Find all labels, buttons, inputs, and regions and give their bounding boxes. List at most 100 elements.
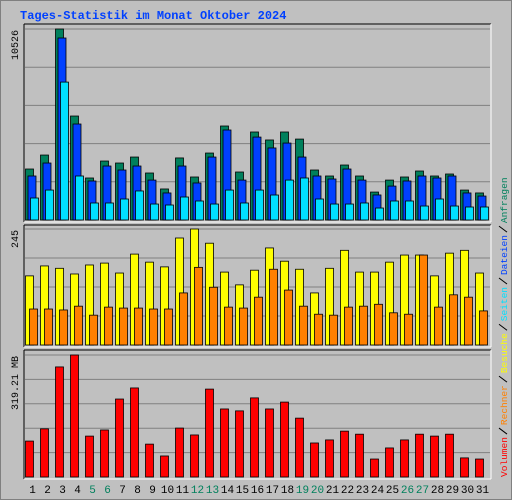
bar xyxy=(325,439,334,478)
bar xyxy=(130,387,139,478)
bar xyxy=(340,430,349,478)
x-tick-label: 4 xyxy=(74,485,81,497)
bar xyxy=(280,401,289,478)
x-tick-label: 31 xyxy=(476,485,490,497)
bar xyxy=(299,305,308,346)
x-tick-label: 23 xyxy=(356,485,369,497)
bar xyxy=(75,175,84,221)
bar xyxy=(375,207,384,221)
bar xyxy=(419,254,428,346)
x-tick-label: 25 xyxy=(386,485,399,497)
bar xyxy=(295,417,304,478)
bar xyxy=(475,458,484,478)
legend-label: Seiten xyxy=(499,287,510,321)
bar xyxy=(224,306,233,346)
bar xyxy=(210,203,219,221)
bar xyxy=(104,306,113,346)
bar xyxy=(445,433,454,478)
bar xyxy=(120,198,129,221)
legend-separator xyxy=(498,427,508,435)
legend-label: Anfragen xyxy=(499,177,510,223)
x-tick-label: 11 xyxy=(176,485,190,497)
bar xyxy=(269,268,278,346)
bar xyxy=(434,306,443,346)
legend-separator xyxy=(498,225,508,233)
bar xyxy=(415,433,424,478)
bar xyxy=(449,294,458,346)
x-tick-label: 27 xyxy=(416,485,429,497)
x-tick-label: 17 xyxy=(266,485,279,497)
bar xyxy=(25,440,34,478)
bar xyxy=(315,198,324,221)
bar xyxy=(85,435,94,478)
bar xyxy=(390,200,399,221)
y-tick-label: 319.21 MB xyxy=(11,356,22,410)
bar xyxy=(404,313,413,346)
bar xyxy=(360,202,369,221)
bar xyxy=(359,305,368,346)
y-tick-label: 10526 xyxy=(11,30,22,60)
legend-label: Rechner xyxy=(499,385,510,425)
legend-separator xyxy=(498,375,508,383)
legend-label: Dateien xyxy=(499,235,510,275)
bar xyxy=(389,312,398,346)
bar xyxy=(310,442,319,478)
bar xyxy=(479,310,488,346)
bar xyxy=(330,203,339,221)
bar xyxy=(195,200,204,221)
bar xyxy=(150,203,159,221)
bar xyxy=(134,307,143,346)
x-tick-label: 8 xyxy=(134,485,141,497)
bar xyxy=(250,397,259,478)
legend-separator xyxy=(498,323,508,331)
bar xyxy=(115,398,124,478)
x-tick-label: 5 xyxy=(89,485,96,497)
bar xyxy=(225,189,234,221)
x-tick-label: 9 xyxy=(149,485,156,497)
x-tick-label: 1 xyxy=(29,485,36,497)
bar xyxy=(329,314,338,346)
bar xyxy=(345,203,354,221)
bar xyxy=(165,204,174,221)
x-tick-label: 15 xyxy=(236,485,249,497)
x-tick-label: 20 xyxy=(311,485,324,497)
bar xyxy=(480,206,489,221)
x-tick-label: 21 xyxy=(326,485,340,497)
bar xyxy=(284,289,293,346)
bar xyxy=(74,305,83,346)
x-tick-label: 6 xyxy=(104,485,111,497)
bar xyxy=(464,296,473,346)
x-tick-label: 16 xyxy=(251,485,264,497)
legend-separator xyxy=(498,277,508,285)
bar xyxy=(180,196,189,221)
bar xyxy=(190,434,199,478)
bar xyxy=(40,428,49,478)
x-tick-label: 10 xyxy=(161,485,174,497)
bar xyxy=(175,427,184,478)
bar xyxy=(374,303,383,346)
bar xyxy=(450,205,459,221)
bar xyxy=(29,308,38,346)
x-tick-label: 29 xyxy=(446,485,459,497)
bar xyxy=(135,190,144,221)
y-tick-label: 245 xyxy=(11,230,22,248)
bar xyxy=(400,439,409,478)
bar xyxy=(59,309,68,346)
bar xyxy=(90,202,99,221)
x-tick-label: 7 xyxy=(119,485,126,497)
bar xyxy=(435,198,444,221)
bar xyxy=(44,308,53,346)
bar xyxy=(89,314,98,346)
bar xyxy=(405,200,414,221)
bar xyxy=(30,197,39,221)
bar xyxy=(385,447,394,478)
bar xyxy=(105,202,114,221)
x-tick-label: 24 xyxy=(371,485,385,497)
bar xyxy=(314,313,323,346)
bar xyxy=(164,308,173,346)
bar xyxy=(370,458,379,478)
bar xyxy=(460,457,469,478)
bar xyxy=(430,435,439,478)
bar xyxy=(160,455,169,478)
